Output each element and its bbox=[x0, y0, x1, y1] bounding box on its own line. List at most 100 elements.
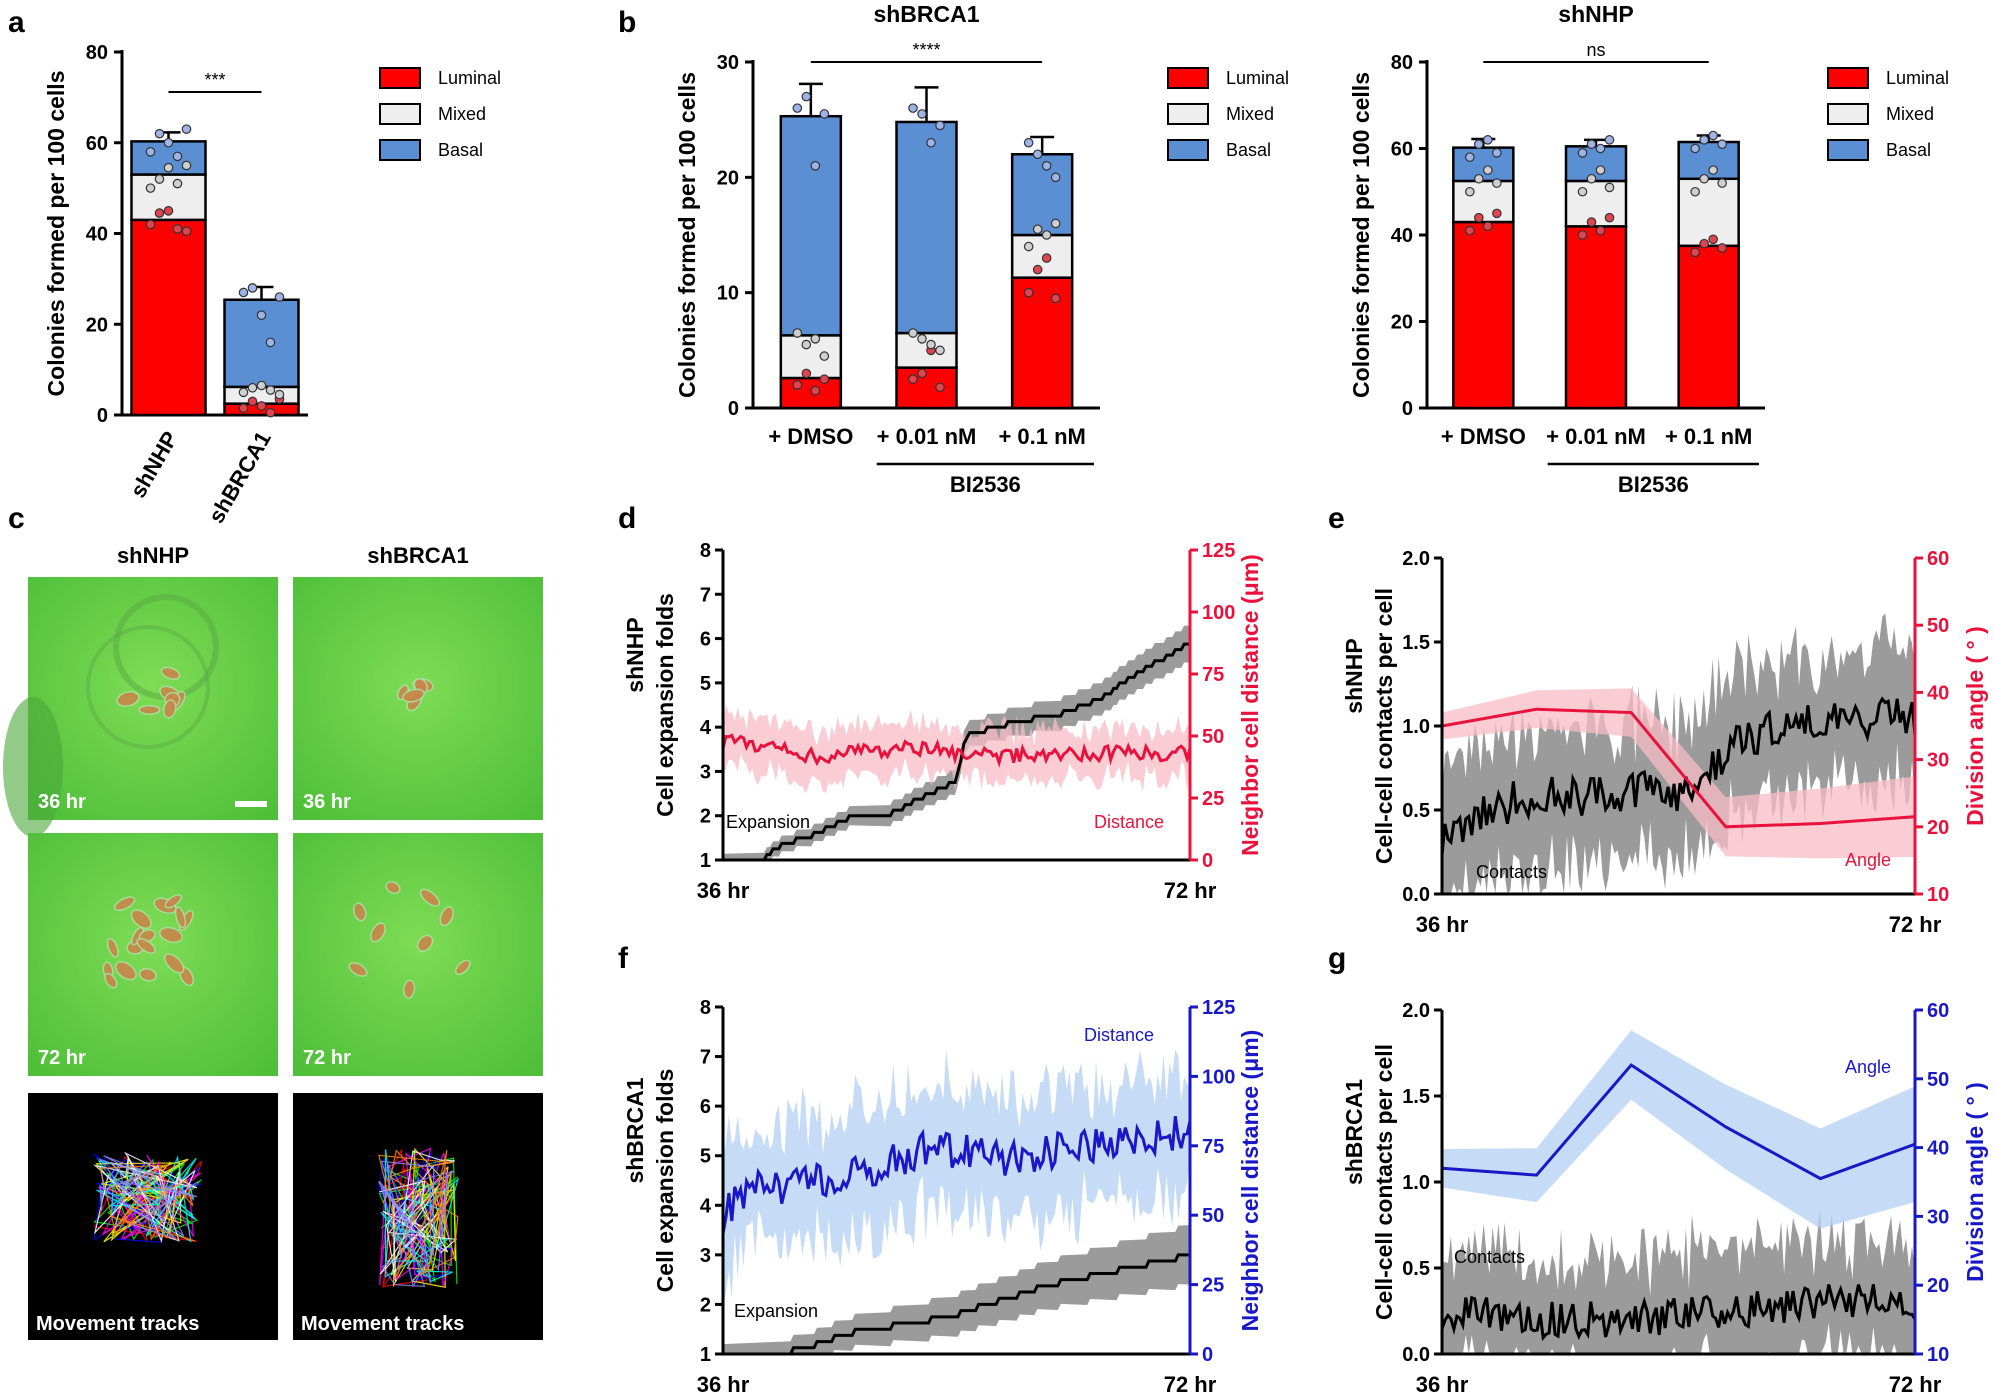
y-tick-label: 3 bbox=[700, 1245, 711, 1267]
y-tick-label: 40 bbox=[86, 224, 108, 246]
data-point-basal bbox=[908, 103, 918, 113]
y-tick-label: 0.0 bbox=[1402, 884, 1430, 906]
cell-blob bbox=[352, 902, 367, 922]
data-point-mixed bbox=[274, 389, 285, 400]
significance-label: *** bbox=[204, 70, 225, 90]
y-tick-label: 7 bbox=[700, 584, 711, 606]
data-point-luminal bbox=[908, 374, 918, 384]
data-point-mixed bbox=[917, 333, 927, 344]
data-point-mixed bbox=[1492, 178, 1502, 188]
y-tick-label: 0 bbox=[1402, 398, 1413, 420]
data-point-luminal bbox=[819, 374, 830, 384]
data-point-mixed bbox=[256, 380, 267, 391]
cell-blob bbox=[402, 688, 425, 703]
data-point-basal bbox=[172, 151, 183, 162]
bar-basal bbox=[895, 120, 958, 335]
legend-swatch-basal bbox=[379, 139, 421, 161]
data-point-luminal bbox=[154, 208, 165, 218]
significance-label: **** bbox=[912, 40, 940, 60]
cell-blob bbox=[116, 691, 140, 707]
data-point-mixed bbox=[1708, 165, 1718, 175]
legend-label-luminal: Luminal bbox=[1226, 68, 1289, 88]
x-tick-label: 36 hr bbox=[1416, 1372, 1469, 1397]
microscopy-image bbox=[293, 833, 543, 1076]
data-point-luminal bbox=[810, 385, 821, 396]
data-point-mixed bbox=[1474, 173, 1484, 184]
data-point-mixed bbox=[1717, 178, 1727, 188]
legend-swatch-basal bbox=[1167, 139, 1209, 161]
legend-label-basal: Basal bbox=[1886, 140, 1931, 160]
cell-blob bbox=[385, 881, 401, 895]
cell-track bbox=[380, 1149, 460, 1283]
y-tick-label: 1 bbox=[700, 1344, 711, 1366]
cell-blob bbox=[163, 953, 185, 974]
y2-tick-label: 10 bbox=[1927, 1344, 1949, 1366]
y-tick-label: 80 bbox=[86, 42, 108, 64]
data-point-luminal bbox=[145, 219, 156, 230]
y-tick-label: 0 bbox=[728, 398, 739, 420]
time-label: 36 hr bbox=[38, 791, 86, 813]
y2-tick-label: 125 bbox=[1202, 997, 1235, 1019]
bar-mixed bbox=[779, 334, 843, 380]
y-tick-label: 1 bbox=[700, 850, 711, 872]
y2-tick-label: 0 bbox=[1202, 850, 1213, 872]
annotation-left: Expansion bbox=[734, 1301, 818, 1321]
data-point-luminal bbox=[172, 224, 183, 234]
category-label: + 0.01 nM bbox=[1546, 424, 1646, 449]
data-point-basal bbox=[181, 124, 192, 134]
data-point-luminal bbox=[163, 206, 174, 216]
data-point-basal bbox=[1577, 148, 1588, 158]
category-label: + 0.1 nM bbox=[1665, 424, 1752, 449]
cell-track bbox=[378, 1149, 459, 1281]
y2-axis-label: Division angle ( ° ) bbox=[1962, 1082, 1988, 1282]
line-contacts bbox=[1440, 696, 1917, 856]
data-point-luminal bbox=[1595, 225, 1606, 236]
y2-tick-label: 10 bbox=[1927, 884, 1949, 906]
annotation-right: Distance bbox=[1084, 1025, 1154, 1045]
row-label: shBRCA1 bbox=[622, 1077, 648, 1183]
y-tick-label: 4 bbox=[700, 1195, 712, 1217]
data-point-basal bbox=[265, 337, 276, 348]
legend-label-mixed: Mixed bbox=[1226, 104, 1274, 124]
line-angle bbox=[1441, 1063, 1916, 1181]
y2-tick-label: 50 bbox=[1202, 1205, 1224, 1227]
y-tick-label: 1.0 bbox=[1402, 716, 1430, 738]
data-point-luminal bbox=[238, 403, 249, 413]
y-tick-label: 20 bbox=[86, 314, 108, 336]
legend-label-mixed: Mixed bbox=[1886, 104, 1934, 124]
y2-tick-label: 50 bbox=[1202, 726, 1224, 748]
x-tick-label: 72 hr bbox=[1889, 1372, 1942, 1397]
y-tick-label: 5 bbox=[700, 1146, 711, 1168]
data-point-luminal bbox=[1586, 217, 1597, 227]
annotation-right: Angle bbox=[1845, 1057, 1891, 1077]
data-point-mixed bbox=[1483, 165, 1493, 175]
annotation-left: Contacts bbox=[1454, 1247, 1525, 1267]
x-tick-label: 36 hr bbox=[1416, 912, 1469, 937]
scale-bar bbox=[235, 801, 267, 807]
data-point-luminal bbox=[1492, 208, 1502, 219]
data-point-luminal bbox=[1690, 247, 1700, 258]
bar-luminal bbox=[1452, 220, 1515, 410]
data-point-basal bbox=[926, 137, 936, 148]
y-tick-label: 0 bbox=[97, 405, 108, 427]
bar-luminal bbox=[130, 218, 207, 417]
bar-luminal bbox=[1010, 276, 1074, 410]
y2-tick-label: 60 bbox=[1927, 548, 1949, 570]
data-point-basal bbox=[154, 128, 165, 139]
y-axis-label-a: Colonies formed per 100 cells bbox=[43, 71, 69, 397]
legend-label-mixed: Mixed bbox=[438, 104, 486, 124]
data-point-mixed bbox=[265, 385, 276, 395]
line-contacts bbox=[1440, 1284, 1917, 1342]
legend-swatch-mixed bbox=[1167, 103, 1209, 125]
data-point-mixed bbox=[163, 162, 174, 173]
time-label: 36 hr bbox=[303, 791, 351, 813]
x-tick-label: 72 hr bbox=[1889, 912, 1942, 937]
bar-mixed bbox=[1564, 179, 1628, 228]
category-label: + DMSO bbox=[768, 424, 853, 449]
bar-basal bbox=[1677, 140, 1740, 181]
data-point-mixed bbox=[181, 160, 192, 171]
data-point-basal bbox=[163, 137, 174, 148]
data-point-basal bbox=[256, 310, 267, 320]
data-point-mixed bbox=[145, 183, 156, 193]
cell-blob bbox=[370, 922, 386, 943]
